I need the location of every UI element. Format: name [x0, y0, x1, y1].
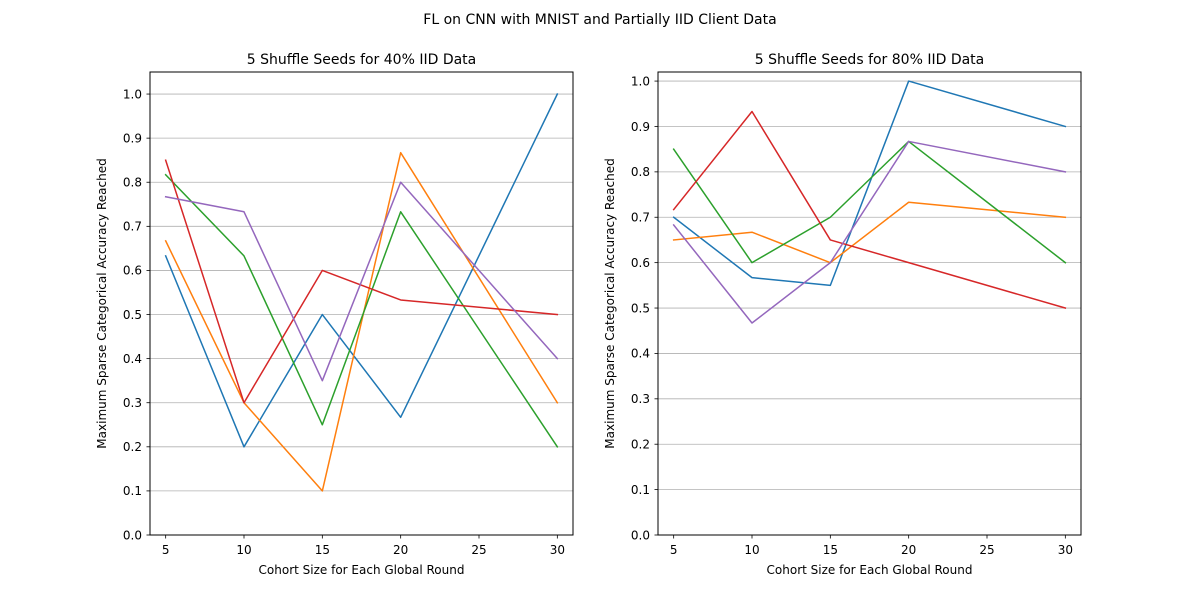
- x-tick-label: 20: [901, 543, 916, 557]
- x-axis-label: Cohort Size for Each Global Round: [259, 563, 465, 577]
- y-tick-label: 0.2: [123, 440, 142, 454]
- y-tick-label: 1.0: [123, 87, 142, 101]
- figure-suptitle: FL on CNN with MNIST and Partially IID C…: [423, 12, 776, 28]
- series-line-5: [672, 140, 1067, 324]
- series-lines: [164, 93, 559, 492]
- x-tick-label: 15: [823, 543, 838, 557]
- x-tick-label: 30: [550, 543, 565, 557]
- x-tick-label: 15: [315, 543, 330, 557]
- x-axis-label: Cohort Size for Each Global Round: [767, 563, 973, 577]
- y-tick-label: 0.2: [631, 438, 650, 452]
- plot-panel-80-iid: 5 10 15 20 25 300.00.10.20.30.40.50.60.70.80.…: [603, 52, 1082, 577]
- series-line-4: [164, 159, 559, 404]
- y-gridlines: [150, 93, 573, 536]
- plot-panel-40-iid: 5 10 15 20 25 300.00.10.20.30.40.50.60.70.80.…: [95, 52, 574, 577]
- y-axis-label: Maximum Sparse Categorical Accuracy Reac…: [603, 158, 617, 448]
- y-ticks: 0.0 0.1 0.2 0.3 0.4 0.5 0.6 0.7 0.8 0.9 1.0: [631, 74, 658, 542]
- y-tick-label: 0.5: [631, 301, 650, 315]
- series-line-2: [164, 151, 559, 492]
- axes-frame: [149, 71, 574, 536]
- x-tick-label: 20: [393, 543, 408, 557]
- series-line-1: [672, 80, 1067, 287]
- y-axis-label: Maximum Sparse Categorical Accuracy Reac…: [95, 158, 109, 448]
- x-tick-label: 10: [744, 543, 759, 557]
- y-tick-label: 0.8: [631, 165, 650, 179]
- y-gridlines: [658, 80, 1081, 536]
- y-tick-label: 0.6: [631, 256, 650, 270]
- y-tick-label: 0.4: [123, 352, 142, 366]
- x-tick-label: 5: [162, 543, 170, 557]
- y-tick-label: 1.0: [631, 74, 650, 88]
- x-tick-label: 25: [471, 543, 486, 557]
- x-tick-label: 30: [1058, 543, 1073, 557]
- series-line-4: [672, 110, 1067, 309]
- series-line-3: [164, 173, 559, 448]
- y-tick-label: 0.9: [631, 120, 650, 134]
- y-tick-label: 0.6: [123, 264, 142, 278]
- series-line-5: [164, 181, 559, 382]
- x-tick-label: 25: [979, 543, 994, 557]
- axes-frame: [657, 71, 1082, 536]
- subplot-title: 5 Shuffle Seeds for 40% IID Data: [247, 52, 477, 68]
- y-tick-label: 0.7: [631, 211, 650, 225]
- series-line-3: [672, 140, 1067, 264]
- x-ticks: 5 10 15 20 25 30: [162, 535, 565, 557]
- y-tick-label: 0.7: [123, 220, 142, 234]
- x-ticks: 5 10 15 20 25 30: [670, 535, 1073, 557]
- series-lines: [672, 80, 1067, 324]
- x-tick-label: 5: [670, 543, 678, 557]
- y-tick-label: 0.8: [123, 176, 142, 190]
- subplot-title: 5 Shuffle Seeds for 80% IID Data: [755, 52, 985, 68]
- x-tick-label: 10: [236, 543, 251, 557]
- y-ticks: 0.0 0.1 0.2 0.3 0.4 0.5 0.6 0.7 0.8 0.9 1.0: [123, 87, 150, 542]
- y-tick-label: 0.5: [123, 308, 142, 322]
- y-tick-label: 0.1: [123, 484, 142, 498]
- y-tick-label: 0.3: [631, 392, 650, 406]
- y-tick-label: 0.3: [123, 396, 142, 410]
- series-line-1: [164, 93, 559, 448]
- y-tick-label: 0.0: [123, 528, 142, 542]
- y-tick-label: 0.9: [123, 131, 142, 145]
- y-tick-label: 0.0: [631, 528, 650, 542]
- y-tick-label: 0.4: [631, 347, 650, 361]
- y-tick-label: 0.1: [631, 483, 650, 497]
